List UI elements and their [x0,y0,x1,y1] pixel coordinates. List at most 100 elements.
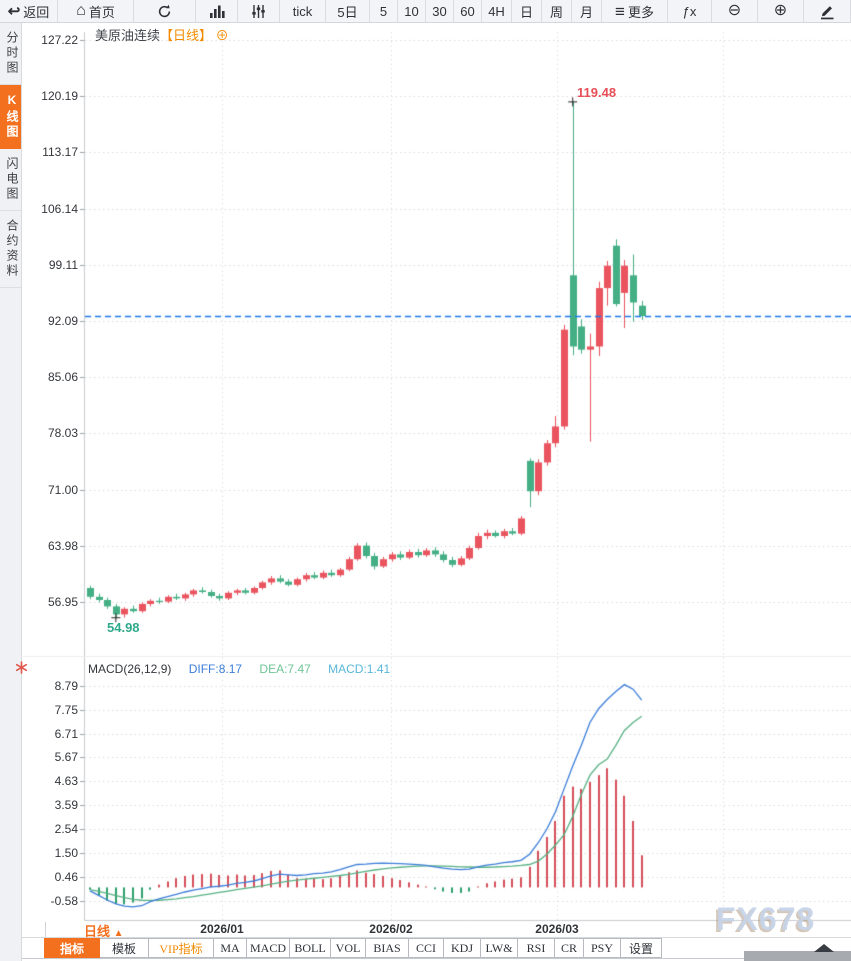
back-arrow-icon: ↩ [7,2,21,20]
toolbar-button-month[interactable]: 月 [572,0,602,22]
tab-MACD[interactable]: MACD [246,938,290,958]
tab-KDJ[interactable]: KDJ [443,938,481,958]
indicator-settings-icon[interactable] [15,661,28,679]
macd-name: MACD(26,12,9) [88,662,172,676]
axis-row-divider [22,937,851,938]
toolbar-button-m30[interactable]: 30 [426,0,454,22]
triangle-up-icon: ▲ [113,928,124,939]
macd-y-tick-label: 6.71 [54,726,78,741]
tab-模板[interactable]: 模板 [99,938,149,958]
tab-PSY[interactable]: PSY [583,938,621,958]
macd-y-tick-label: -0.58 [50,893,78,908]
zoom-in-icon: ⊕ [773,2,788,19]
toolbar-button-tick[interactable]: tick [280,0,326,22]
toolbar-button-m10[interactable]: 10 [398,0,426,22]
period-dropdown-button[interactable]: 日线 ▲ [84,921,124,940]
toolbar-button-zoom-out[interactable]: ⊖ [712,0,758,22]
toolbar-button-label: 5日 [337,4,358,20]
toolbar-button-m5[interactable]: 5 [370,0,398,22]
main-y-tick-label: 99.11 [48,257,78,272]
macd-y-tick-label: 2.54 [54,822,78,837]
triangle-up-icon [814,944,834,952]
sidebar-item-分时图[interactable]: 分时图 [0,23,21,85]
toolbar-button-label: 更多 [627,4,654,20]
toolbar-button-label: 返回 [23,4,50,20]
macd-y-tick-label: 7.75 [54,702,78,717]
toolbar-button-label: 月 [579,4,593,20]
main-y-tick-label: 106.14 [41,201,78,216]
toolbar-button-week[interactable]: 周 [542,0,572,22]
indicator-tabbar: 指标 模板 VIP指标 MA MACD BOLL VOL BIAS CCI KDJ LW& RSI CR… [44,938,662,958]
bar-chart-icon [209,5,225,18]
tab-VOL[interactable]: VOL [330,938,366,958]
toolbar-button-home[interactable]: ⌂ 首页 [58,0,134,22]
main-y-tick-label: 85.06 [47,370,78,385]
tab-MA[interactable]: MA [213,938,247,958]
toolbar-button-label: 60 [460,3,475,19]
main-y-tick-label: 113.17 [42,145,78,160]
toolbar-button-label: 周 [549,4,563,20]
collapse-panel-button[interactable] [744,944,851,961]
tab-指标[interactable]: 指标 [44,938,100,958]
macd-y-tick-label: 4.63 [54,774,78,789]
toolbar-button-more[interactable]: ≡ 更多 [602,0,668,22]
menu-icon: ≡ [615,1,625,21]
home-icon: ⌂ [76,2,86,19]
sliders-icon [252,4,265,18]
toolbar-button-label: 4H [488,3,505,19]
main-y-tick-label: 56.95 [47,595,78,609]
macd-y-tick-label: 5.67 [54,750,78,765]
toolbar-button-zoom-in[interactable]: ⊕ [758,0,804,22]
tab-CCI[interactable]: CCI [408,938,444,958]
toolbar-button-draw[interactable] [804,0,851,22]
x-tick-label: 2026/03 [535,922,579,936]
tab-LW&[interactable]: LW& [480,938,518,958]
x-tick-label: 2026/01 [200,922,244,936]
period-separator [45,922,46,937]
toolbar-button-h4[interactable]: 4H [482,0,512,22]
x-tick-label: 2026/02 [369,922,413,936]
refresh-icon [158,4,171,17]
tab-CR[interactable]: CR [554,938,584,958]
sidebar-item-闪电图[interactable]: 闪电图 [0,149,21,211]
toolbar-button-5d[interactable]: 5日 [326,0,370,22]
macd-legend: MACD(26,12,9) DIFF:8.17 DEA:7.47 MACD:1.… [88,662,404,676]
macd-dea-value: DEA:7.47 [259,662,311,676]
macd-diff-value: DIFF:8.17 [188,662,243,676]
chart-type-sidebar: 分时图 K线图 闪电图 合约资料 [0,23,22,961]
toolbar-button-back[interactable]: ↩ 返回 [0,0,58,22]
sidebar-item-合约资料[interactable]: 合约资料 [0,211,21,288]
period-dropdown-label: 日线 [84,924,111,939]
top-toolbar: ↩ 返回 ⌂ 首页 tick 5日 5 10 30 60 4H 日周月 ≡ 更多 ƒx ⊖ ⊕ [0,0,851,23]
toolbar-button-m60[interactable]: 60 [454,0,482,22]
tab-设置[interactable]: 设置 [620,938,662,958]
watermark: FX678 [716,901,816,937]
macd-y-tick-label: 8.79 [54,679,78,693]
toolbar-button-label: 30 [432,3,447,19]
tab-VIP指标[interactable]: VIP指标 [148,938,214,958]
main-y-tick-label: 63.98 [47,538,78,553]
sidebar-item-K线图[interactable]: K线图 [0,85,21,149]
toolbar-button-refresh[interactable] [134,0,196,22]
main-y-tick-label: 120.19 [41,89,78,104]
instrument-name: 美原油连续 [95,28,161,43]
macd-macd-value: MACD:1.41 [328,662,391,676]
toolbar-button-day[interactable]: 日 [512,0,542,22]
tab-BIAS[interactable]: BIAS [365,938,409,958]
main-y-tick-label: 71.00 [47,482,78,497]
macd-y-tick-label: 1.50 [54,846,78,861]
main-y-tick-label: 92.09 [47,313,78,328]
toolbar-button-kline-style[interactable] [238,0,280,22]
add-indicator-icon[interactable]: ⊕ [215,28,229,43]
toolbar-button-label: 10 [404,3,419,19]
toolbar-button-label: ƒx [682,3,697,19]
low-price-label: 54.98 [107,620,140,635]
toolbar-button-fx[interactable]: ƒx [668,0,712,22]
toolbar-button-bar-chart[interactable] [196,0,238,22]
toolbar-button-label: tick [292,3,313,19]
toolbar-button-label: 5 [379,3,388,19]
tab-RSI[interactable]: RSI [517,938,555,958]
tab-BOLL[interactable]: BOLL [289,938,331,958]
high-price-label: 119.48 [577,85,617,100]
